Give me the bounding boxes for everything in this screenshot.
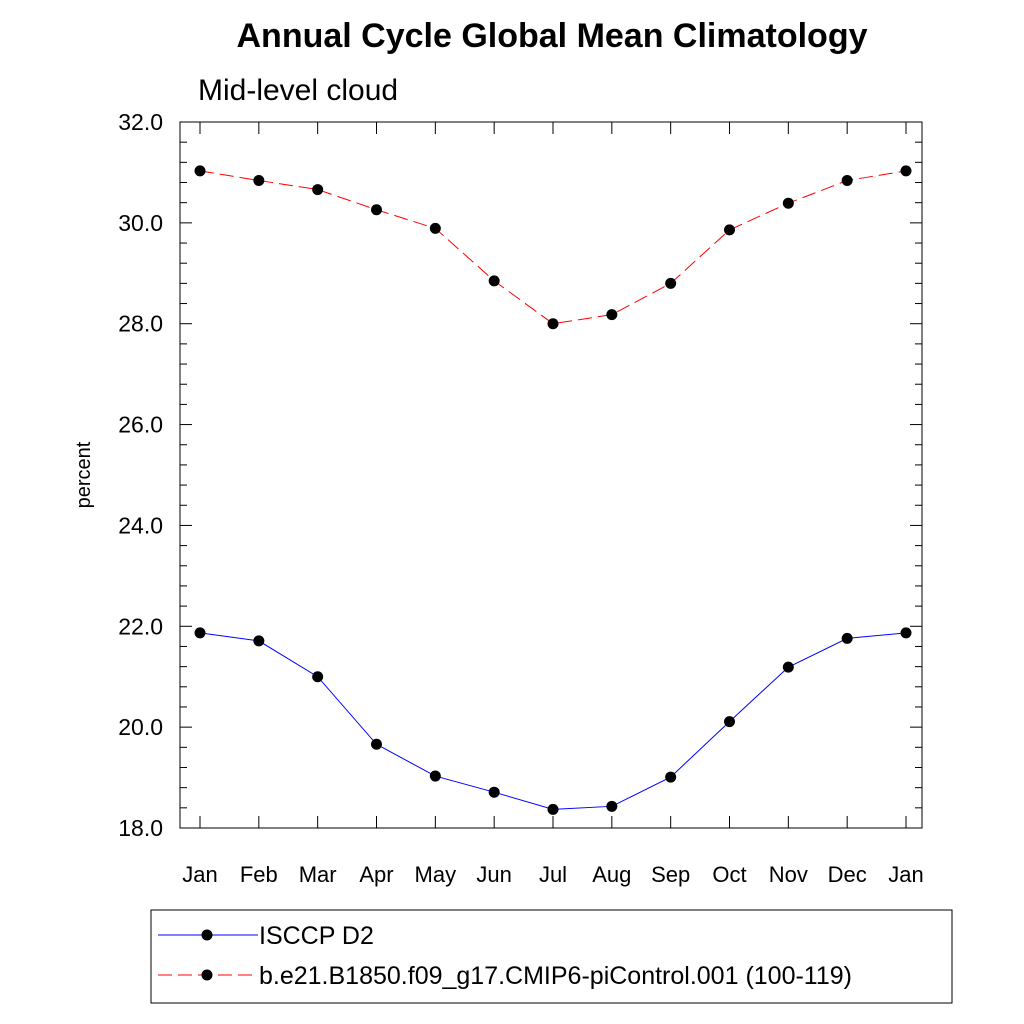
legend-marker-1: [201, 929, 213, 941]
series-2-point: [194, 165, 206, 177]
x-tick-label: Jun: [476, 862, 511, 887]
series-1-point: [841, 632, 853, 644]
legend: ISCCP D2 b.e21.B1850.f09_g17.CMIP6-piCont…: [150, 909, 953, 1004]
legend-label-1: ISCCP D2: [259, 922, 374, 950]
x-tick-label: Feb: [240, 862, 278, 887]
series-line-1: [199, 632, 907, 810]
series-1-point: [312, 671, 324, 683]
axis-ticks: [180, 121, 922, 829]
series-2-point: [312, 184, 324, 196]
y-tick-label: 24.0: [118, 512, 163, 538]
x-tick-label: Oct: [712, 862, 746, 887]
y-tick-label: 32.0: [118, 109, 163, 135]
legend-box: [150, 909, 953, 1004]
series-2-point: [606, 309, 618, 321]
series-2-point: [782, 197, 794, 209]
x-tick-label: Jul: [539, 862, 567, 887]
y-tick-label: 28.0: [118, 311, 163, 337]
series-1-point: [782, 661, 794, 673]
series-1-point: [194, 627, 206, 639]
y-tick-label: 18.0: [118, 815, 163, 841]
x-tick-label: Apr: [359, 862, 393, 887]
x-tick-label: Mar: [299, 862, 337, 887]
chart-title: Annual Cycle Global Mean Climatology: [237, 17, 868, 55]
series-1-point: [724, 716, 735, 728]
series-2-point: [429, 222, 441, 234]
series-1-point: [429, 770, 441, 782]
y-tick-label: 20.0: [118, 714, 163, 740]
series-layer: [194, 165, 912, 815]
series-1-point: [606, 800, 618, 812]
x-tick-label: Aug: [592, 862, 631, 887]
series-line-2: [199, 170, 907, 325]
series-1-point: [253, 635, 265, 647]
series-2-point: [488, 275, 500, 287]
series-2-point: [253, 174, 265, 186]
y-tick-labels: 18.0 20.0 22.0 24.0 26.0 28.0 30.0 32.0: [118, 109, 163, 841]
x-tick-label: Jan: [888, 862, 923, 887]
y-tick-label: 22.0: [118, 613, 163, 639]
legend-label-2: b.e21.B1850.f09_g17.CMIP6-piControl.001 …: [259, 962, 852, 990]
chart-subtitle: Mid-level cloud: [198, 74, 398, 107]
x-tick-label: Dec: [828, 862, 867, 887]
series-2-point: [371, 204, 382, 216]
series-2-point: [900, 165, 912, 177]
series-2-point: [724, 224, 735, 236]
series-2-point: [665, 277, 677, 289]
series-1-point: [900, 627, 912, 639]
y-axis-label: percent: [73, 441, 95, 508]
plot-frame: [179, 121, 923, 829]
y-tick-label: 30.0: [118, 210, 163, 236]
x-tick-label: Sep: [651, 862, 690, 887]
series-2-point: [841, 174, 853, 186]
legend-marker-2: [201, 969, 213, 981]
series-2-point: [547, 318, 559, 330]
x-tick-labels: Jan Feb Mar Apr May Jun Jul Aug Sep Oct Nov Dec Jan: [182, 862, 923, 887]
series-1-point: [488, 786, 500, 798]
series-1-point: [371, 738, 382, 750]
series-1-point: [665, 771, 677, 783]
x-tick-label: Nov: [769, 862, 808, 887]
x-tick-label: May: [415, 862, 457, 887]
series-1-point: [547, 803, 559, 815]
x-tick-label: Jan: [182, 862, 217, 887]
y-tick-label: 26.0: [118, 412, 163, 438]
